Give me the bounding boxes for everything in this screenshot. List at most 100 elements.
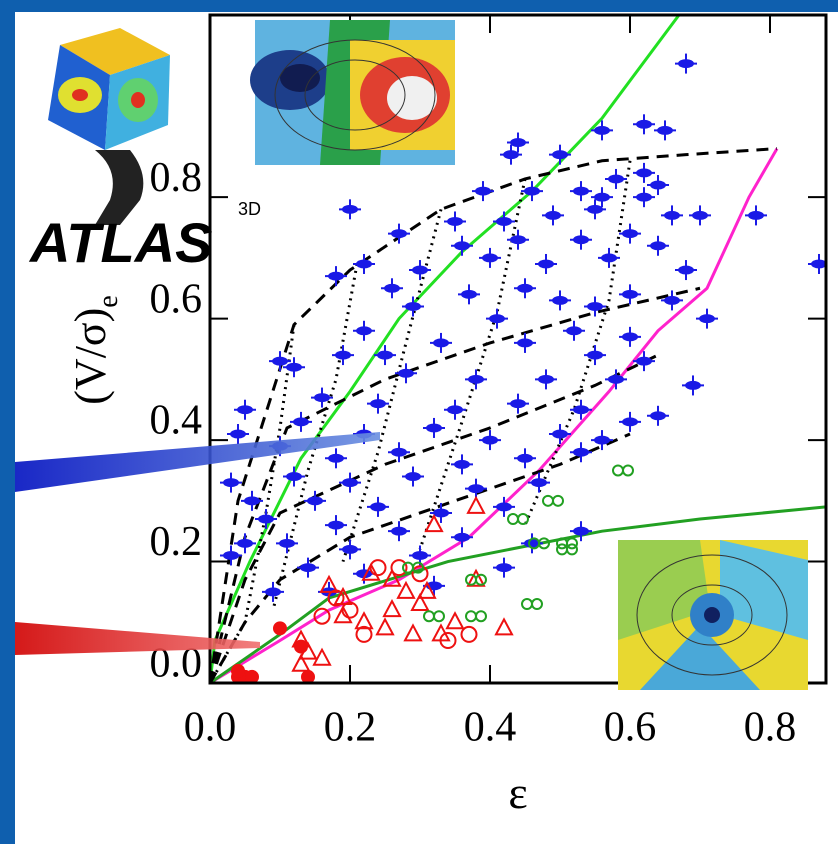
point-body — [300, 563, 316, 573]
point — [661, 205, 683, 226]
point-body — [552, 429, 568, 439]
point-body — [356, 326, 372, 336]
point — [584, 199, 606, 220]
point-body — [417, 580, 437, 599]
point — [262, 581, 284, 602]
point — [591, 430, 613, 451]
point-body — [475, 186, 491, 196]
point — [556, 537, 578, 550]
y-tick-label: 0.2 — [150, 519, 203, 565]
point — [417, 580, 437, 599]
point — [445, 611, 465, 630]
point-body — [342, 204, 358, 214]
y-tick-label: 0.6 — [150, 276, 203, 322]
point-body — [622, 417, 638, 427]
point — [619, 326, 641, 347]
point-body — [636, 356, 652, 366]
point — [388, 521, 410, 542]
point — [301, 669, 315, 683]
point — [283, 466, 305, 487]
point — [514, 278, 536, 299]
point-body — [657, 125, 673, 135]
point — [430, 332, 452, 353]
point-body — [223, 550, 239, 560]
point — [535, 253, 557, 274]
point — [424, 513, 444, 533]
point-body — [230, 429, 246, 439]
point — [612, 464, 634, 477]
point — [231, 663, 245, 678]
point — [549, 424, 571, 445]
point — [327, 589, 345, 607]
point-body — [517, 513, 529, 526]
point — [633, 351, 655, 372]
point — [465, 369, 487, 390]
point — [423, 417, 445, 438]
point — [382, 568, 402, 587]
point-body — [489, 314, 505, 324]
point-body — [412, 550, 428, 560]
point — [451, 527, 473, 548]
point-body — [601, 253, 617, 263]
point-body — [403, 623, 423, 642]
point — [514, 332, 536, 353]
point-body — [454, 532, 470, 542]
point-body — [460, 625, 478, 643]
point — [313, 607, 331, 625]
point — [402, 466, 424, 487]
point — [339, 199, 361, 220]
point-body — [573, 526, 589, 536]
point-body — [475, 573, 487, 586]
point — [494, 617, 514, 636]
point — [304, 490, 326, 511]
point-body — [622, 464, 634, 477]
point — [675, 260, 697, 281]
point-body — [433, 508, 449, 518]
point — [633, 187, 655, 208]
point — [619, 411, 641, 432]
point-body — [552, 150, 568, 160]
point-body — [279, 538, 295, 548]
point-body — [307, 496, 323, 506]
point-body — [510, 235, 526, 245]
point — [808, 253, 826, 274]
point — [584, 345, 606, 366]
point-body — [355, 625, 373, 643]
point — [619, 284, 641, 305]
point-body — [272, 356, 288, 366]
point-body — [405, 472, 421, 482]
point-body — [294, 639, 308, 654]
point-body — [636, 192, 652, 202]
point — [411, 565, 429, 583]
point-body — [447, 405, 463, 415]
point — [633, 162, 655, 183]
point-body — [622, 332, 638, 342]
y-tick-label: 0.4 — [150, 398, 203, 444]
point-body — [293, 417, 309, 427]
curve — [210, 353, 659, 683]
axes: 0.0 0.2 0.4 0.6 0.80.00.20.40.60.8 — [150, 13, 828, 751]
point-body — [273, 621, 287, 636]
point — [696, 308, 718, 329]
point-body — [237, 405, 253, 415]
point — [367, 496, 389, 517]
point — [255, 509, 277, 530]
point-body — [433, 610, 445, 623]
point — [647, 175, 669, 196]
point-body — [503, 150, 519, 160]
point — [402, 561, 424, 574]
point — [493, 557, 515, 578]
point-body — [398, 368, 414, 378]
point — [486, 308, 508, 329]
logo-text: ATLAS — [28, 211, 213, 274]
point-body — [594, 125, 610, 135]
point — [570, 521, 592, 542]
point-body — [312, 647, 332, 666]
point — [493, 496, 515, 517]
point — [591, 120, 613, 141]
point-body — [231, 663, 245, 678]
point-body — [291, 653, 311, 672]
point-body — [384, 283, 400, 293]
point — [291, 653, 311, 672]
point — [542, 494, 564, 507]
